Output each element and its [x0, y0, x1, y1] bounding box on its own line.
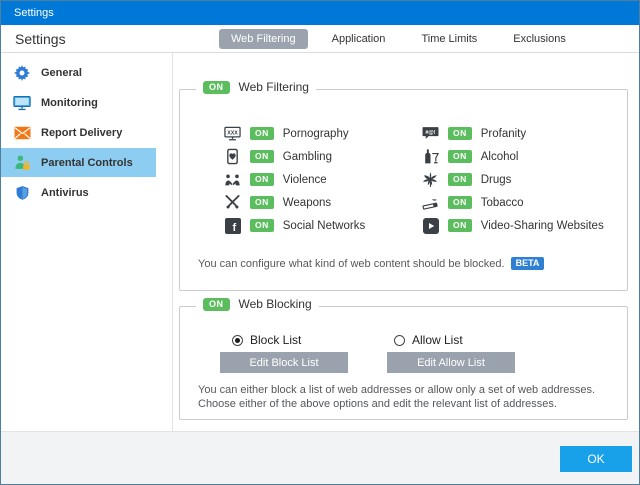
category-label: Alcohol — [480, 150, 519, 163]
category-label: Pornography — [282, 127, 349, 140]
monitor-icon — [13, 94, 31, 111]
web-filtering-legend: ON Web Filtering — [196, 80, 316, 94]
section-title: Web Filtering — [238, 80, 309, 94]
sidebar-item-label: Report Delivery — [41, 126, 123, 139]
page-title: Settings — [15, 31, 66, 47]
category-label: Drugs — [480, 173, 512, 186]
category-toggle[interactable]: ON — [250, 150, 274, 163]
radio-circle[interactable] — [394, 334, 405, 346]
category-label: Weapons — [282, 196, 332, 209]
weapons-icon — [224, 194, 241, 211]
category-weapons: ON Weapons — [224, 194, 422, 211]
youtube-icon — [422, 217, 439, 234]
category-pornography: XXX ON Pornography — [224, 125, 422, 142]
tab-bar: Web Filtering Application Time Limits Ex… — [219, 29, 590, 49]
category-label: Social Networks — [282, 219, 366, 232]
sidebar-item-antivirus[interactable]: Antivirus — [1, 178, 156, 207]
section-title: Web Blocking — [238, 297, 312, 311]
web-blocking-section: ON Web Blocking Block List Allow List Ed… — [179, 297, 628, 420]
note-line-2: Choose either of the above options and e… — [198, 398, 557, 410]
category-video-sharing: ON Video-Sharing Websites — [422, 217, 604, 234]
tobacco-icon — [422, 194, 439, 211]
svg-text:#@!: #@! — [425, 130, 435, 136]
edit-block-list-button[interactable]: Edit Block List — [220, 352, 348, 373]
shield-icon — [13, 184, 31, 201]
category-label: Video-Sharing Websites — [480, 219, 604, 232]
web-filtering-section: ON Web Filtering XXX ON Pornography #@! — [179, 80, 628, 291]
tab-application[interactable]: Application — [331, 33, 386, 45]
svg-text:XXX: XXX — [227, 130, 238, 136]
parental-controls-icon — [13, 154, 31, 171]
web-filtering-note: You can configure what kind of web conte… — [198, 257, 545, 270]
category-toggle[interactable]: ON — [250, 196, 274, 209]
sidebar-item-label: Parental Controls — [41, 156, 133, 169]
category-violence: ON Violence — [224, 171, 422, 188]
category-gambling: ON Gambling — [224, 148, 422, 165]
sidebar-item-general[interactable]: General — [1, 58, 156, 87]
radio-circle[interactable] — [232, 334, 243, 346]
titlebar: Settings — [1, 1, 639, 25]
edit-allow-list-button[interactable]: Edit Allow List — [387, 352, 515, 373]
category-alcohol: ON Alcohol — [422, 148, 604, 165]
tab-web-filtering[interactable]: Web Filtering — [219, 29, 308, 49]
category-grid: XXX ON Pornography #@! ON Profanity — [224, 122, 604, 237]
gambling-icon — [224, 148, 241, 165]
category-profanity: #@! ON Profanity — [422, 125, 604, 142]
ok-button[interactable]: OK — [560, 446, 632, 472]
category-social-networks: f ON Social Networks — [224, 217, 422, 234]
category-toggle[interactable]: ON — [250, 127, 274, 140]
category-label: Violence — [282, 173, 327, 186]
web-blocking-note: You can either block a list of web addre… — [198, 383, 595, 411]
radio-label: Block List — [250, 333, 302, 347]
body: General Monitoring Report Delivery Paren… — [1, 53, 639, 431]
radio-label: Allow List — [412, 333, 463, 347]
note-text: You can configure what kind of web conte… — [198, 257, 505, 270]
category-toggle[interactable]: ON — [448, 219, 472, 232]
allow-list-radio[interactable]: Allow List — [394, 333, 463, 347]
web-blocking-toggle[interactable]: ON — [203, 297, 230, 311]
profanity-icon: #@! — [422, 125, 439, 142]
sidebar-item-monitoring[interactable]: Monitoring — [1, 88, 156, 117]
category-drugs: ON Drugs — [422, 171, 604, 188]
web-filtering-toggle[interactable]: ON — [203, 80, 230, 94]
envelope-icon — [13, 124, 31, 141]
sidebar: General Monitoring Report Delivery Paren… — [1, 53, 173, 431]
header: Settings Web Filtering Application Time … — [1, 25, 639, 53]
category-tobacco: ON Tobacco — [422, 194, 604, 211]
category-toggle[interactable]: ON — [448, 127, 472, 140]
content: ON Web Filtering XXX ON Pornography #@! — [174, 53, 639, 431]
category-toggle[interactable]: ON — [448, 173, 472, 186]
svg-text:f: f — [232, 222, 236, 234]
category-toggle[interactable]: ON — [448, 150, 472, 163]
sidebar-item-report-delivery[interactable]: Report Delivery — [1, 118, 156, 147]
sidebar-item-parental-controls[interactable]: Parental Controls — [1, 148, 156, 177]
pornography-icon: XXX — [224, 125, 241, 142]
category-toggle[interactable]: ON — [448, 196, 472, 209]
gear-icon — [13, 64, 31, 81]
block-list-radio[interactable]: Block List — [232, 333, 301, 347]
tab-exclusions[interactable]: Exclusions — [513, 33, 566, 45]
footer-bar: OK — [1, 431, 639, 484]
alcohol-icon — [422, 148, 439, 165]
tab-time-limits[interactable]: Time Limits — [421, 33, 478, 45]
category-toggle[interactable]: ON — [250, 219, 274, 232]
category-label: Tobacco — [480, 196, 524, 209]
beta-badge: BETA — [510, 257, 545, 270]
drugs-icon — [422, 171, 439, 188]
violence-icon — [224, 171, 241, 188]
web-blocking-legend: ON Web Blocking — [196, 297, 319, 311]
note-line-1: You can either block a list of web addre… — [198, 384, 596, 396]
sidebar-item-label: Monitoring — [41, 96, 98, 109]
sidebar-item-label: General — [41, 66, 82, 79]
window-title: Settings — [14, 7, 54, 19]
category-label: Gambling — [282, 150, 332, 163]
facebook-icon: f — [224, 217, 241, 234]
category-toggle[interactable]: ON — [250, 173, 274, 186]
sidebar-item-label: Antivirus — [41, 186, 89, 199]
category-label: Profanity — [480, 127, 527, 140]
